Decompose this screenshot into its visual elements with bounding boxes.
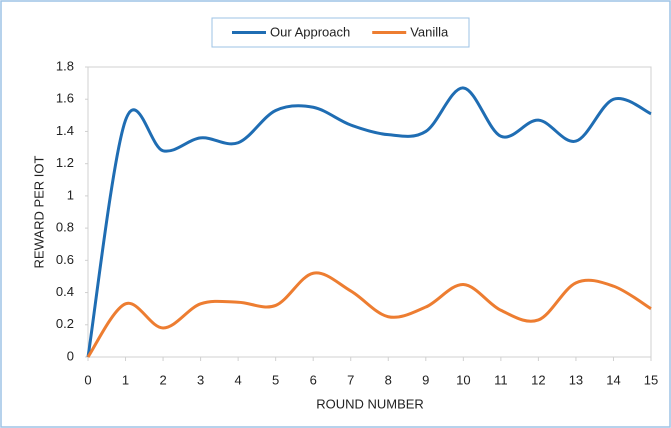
x-tick-label: 15 (644, 372, 658, 387)
y-tick-label: 0.6 (56, 252, 74, 267)
legend-label: Our Approach (270, 24, 350, 39)
y-tick-label: 0 (67, 348, 74, 363)
x-tick-label: 6 (310, 372, 317, 387)
x-tick-label: 1 (122, 372, 129, 387)
plot-frame (87, 66, 652, 358)
x-tick-label: 5 (272, 372, 279, 387)
legend-label: Vanilla (410, 24, 449, 39)
x-tick-label: 11 (494, 372, 508, 387)
y-tick-label: 0.4 (56, 284, 74, 299)
y-tick-label: 1 (67, 187, 74, 202)
x-tick-label: 9 (422, 372, 429, 387)
x-tick-label: 3 (197, 372, 204, 387)
x-tick-label: 4 (235, 372, 242, 387)
x-tick-label: 8 (385, 372, 392, 387)
y-tick-label: 0.2 (56, 316, 74, 331)
y-axis-label: REWARD PER IOT (31, 155, 46, 268)
x-tick-label: 2 (159, 372, 166, 387)
y-tick-label: 1.2 (56, 155, 74, 170)
y-tick-label: 1.8 (56, 58, 74, 73)
y-tick-label: 0.8 (56, 220, 74, 235)
x-tick-label: 0 (84, 372, 91, 387)
line-series (86, 86, 652, 358)
x-tick-label: 7 (347, 372, 354, 387)
x-tick-label: 12 (531, 372, 545, 387)
y-tick-label: 1.6 (56, 91, 74, 106)
line-series (86, 271, 652, 358)
x-tick-label: 13 (569, 372, 583, 387)
x-tick-label: 10 (456, 372, 470, 387)
x-axis-label: ROUND NUMBER (316, 396, 424, 411)
y-tick-label: 1.4 (56, 123, 74, 138)
x-tick-label: 14 (606, 372, 620, 387)
